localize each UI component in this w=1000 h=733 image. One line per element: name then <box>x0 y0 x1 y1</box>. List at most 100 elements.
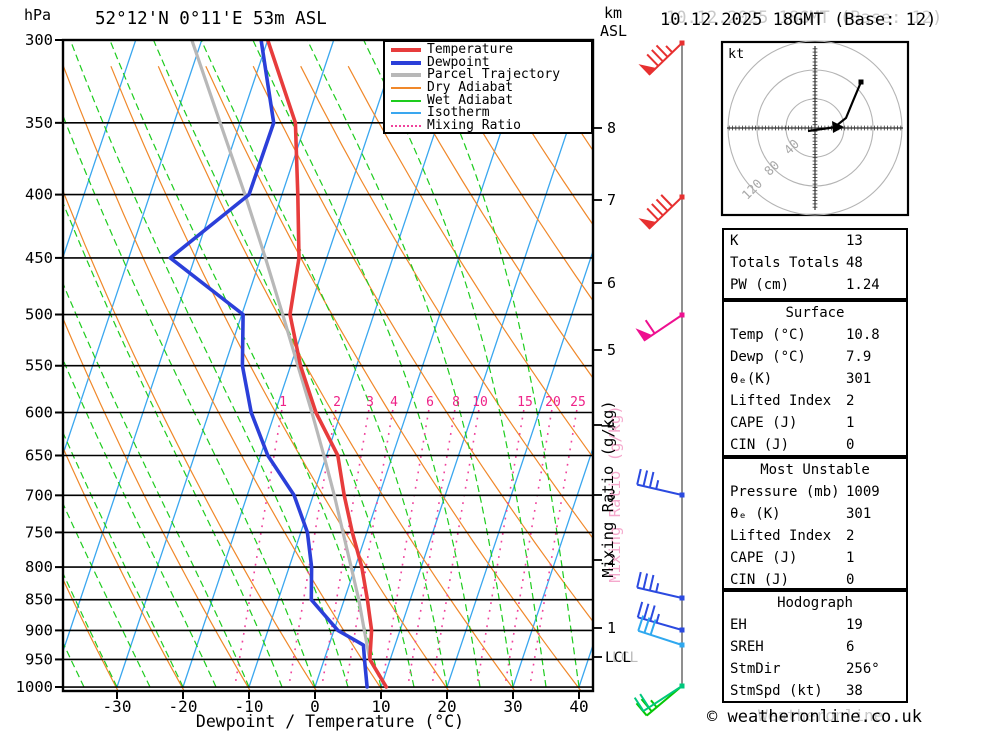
dry-adiabat-line <box>252 65 593 623</box>
isotherm-line <box>182 40 401 688</box>
stat-label: CAPE (J) <box>730 415 798 431</box>
wet-adiabat-line <box>109 40 382 688</box>
dry-adiabat-line <box>63 317 252 691</box>
wind-barb-pennant <box>638 218 657 229</box>
wind-barb <box>638 194 685 230</box>
stat-label: CIN (J) <box>730 572 790 588</box>
pressure-tick-label: 900 <box>25 621 53 639</box>
lcl-label: LCL <box>605 650 631 666</box>
km-tick-label: 7 <box>607 191 616 209</box>
wind-barb-full <box>642 573 649 590</box>
wind-barb <box>636 571 685 601</box>
wind-barb-dot <box>679 194 685 200</box>
wind-barb <box>638 40 685 76</box>
wind-barb-full <box>655 198 669 212</box>
legend-swatch-mixing-ratio <box>391 124 421 127</box>
mixing-ratio-value: 10 <box>472 395 488 410</box>
km-tick-label: 4 <box>607 416 616 434</box>
legend: Temperature Dewpoint Parcel Trajectory Dry … <box>383 40 593 134</box>
pressure-tick-label: 700 <box>25 486 53 504</box>
hodograph-mean-wind-arrow <box>807 125 837 133</box>
stat-value: 1 <box>846 415 855 431</box>
table-row: PW (cm) 1.24 <box>724 274 906 296</box>
x-axis-tick-label: 10 <box>371 697 390 716</box>
mixing-ratio-value: 1 <box>279 395 287 410</box>
table-row: θₑ (K) 301 <box>724 503 906 525</box>
wind-barb-dot <box>679 595 685 601</box>
x-axis-tick-label: 0 <box>310 697 320 716</box>
x-axis-tick-label: 40 <box>569 697 588 716</box>
stat-value: 1 <box>846 550 855 566</box>
km-tick-label: 5 <box>607 341 616 359</box>
x-axis-tick-label: 20 <box>437 697 456 716</box>
hodograph-arrow-head <box>832 121 844 133</box>
wind-barb-pennant <box>635 328 653 341</box>
date-title: 10.12.2025 18GMT (Base: 12) <box>660 10 937 30</box>
wind-barb-full <box>643 617 651 634</box>
wind-barb-half <box>665 45 674 54</box>
legend-item: Wet Adiabat <box>391 94 591 107</box>
pressure-tick-label: 800 <box>25 558 53 576</box>
wet-adiabat-line <box>200 40 448 688</box>
wind-barb-full <box>655 44 669 58</box>
x-axis-tick-label: 30 <box>503 697 522 716</box>
x-axis-tick-label: -10 <box>235 697 264 716</box>
legend-label: Isotherm <box>427 105 490 121</box>
stats-box-surface: Surface Temp (°C) 10.8 Dewp (°C) 7.9 θₑ(K) 301… <box>722 300 908 457</box>
legend-item: Parcel Trajectory <box>391 68 591 82</box>
wind-barb <box>637 615 685 648</box>
legend-swatch-temperature <box>391 48 421 53</box>
stat-label: PW (cm) <box>730 277 790 293</box>
table-row: Totals Totals 48 <box>724 252 906 274</box>
isotherm-line <box>380 52 593 688</box>
watermark-echo: Weatheronline <box>758 706 884 725</box>
wind-barb-shaft <box>637 629 683 646</box>
stat-label: θₑ (K) <box>730 506 781 522</box>
pressure-tick-label: 750 <box>25 523 53 541</box>
parcel-trajectory-curve <box>190 40 388 689</box>
dry-adiabat-line <box>63 189 318 691</box>
wind-barb <box>635 312 685 342</box>
pressure-tick-label: 400 <box>25 186 53 204</box>
asl-axis-label: ASL <box>600 22 628 40</box>
mixing-ratio-line <box>475 409 525 688</box>
dewpoint-curve <box>168 40 369 689</box>
mixing-ratio-line <box>503 409 553 688</box>
pressure-tick-label: 650 <box>25 447 53 465</box>
pressure-tick-label: 300 <box>25 31 53 49</box>
wind-barb <box>636 468 685 498</box>
wind-barb-full <box>646 53 659 67</box>
stat-label: Lifted Index <box>730 393 832 409</box>
table-row: K 13 <box>724 230 906 252</box>
table-row: Lifted Index 2 <box>724 390 906 412</box>
stat-label: CIN (J) <box>730 437 790 453</box>
km-axis-label: km <box>604 4 623 22</box>
stat-value: 2 <box>846 393 855 409</box>
wind-barb-dot <box>679 683 685 689</box>
stat-value: 0 <box>846 437 855 453</box>
wet-adiabat-line <box>69 40 349 688</box>
mixing-ratio-line <box>233 409 283 688</box>
dry-adiabat-line <box>63 65 384 691</box>
mixing-ratio-value: 4 <box>390 395 398 410</box>
stat-label: Totals Totals <box>730 255 840 271</box>
km-tick-label: 8 <box>607 119 616 137</box>
stat-value: 13 <box>846 233 863 249</box>
background-grid-families <box>63 40 593 691</box>
table-row: Pressure (mb) 1009 <box>724 481 906 503</box>
stat-value: 256° <box>846 661 880 677</box>
wet-adiabat-line <box>63 641 85 688</box>
wind-barb-shaft <box>636 483 683 496</box>
hodograph-trace <box>835 81 863 127</box>
wind-barb-full <box>636 571 642 588</box>
legend-item: Mixing Ratio <box>391 119 591 133</box>
isotherm-line <box>512 446 593 688</box>
pressure-tick-label: 850 <box>25 591 53 609</box>
wet-adiabat-line <box>252 40 481 688</box>
table-row: Dewp (°C) 7.9 <box>724 346 906 368</box>
stat-value: 0 <box>846 572 855 588</box>
legend-item: Dry Adiabat <box>391 81 591 95</box>
stat-value: 301 <box>846 371 872 387</box>
mixing-ratio-line <box>406 409 456 688</box>
